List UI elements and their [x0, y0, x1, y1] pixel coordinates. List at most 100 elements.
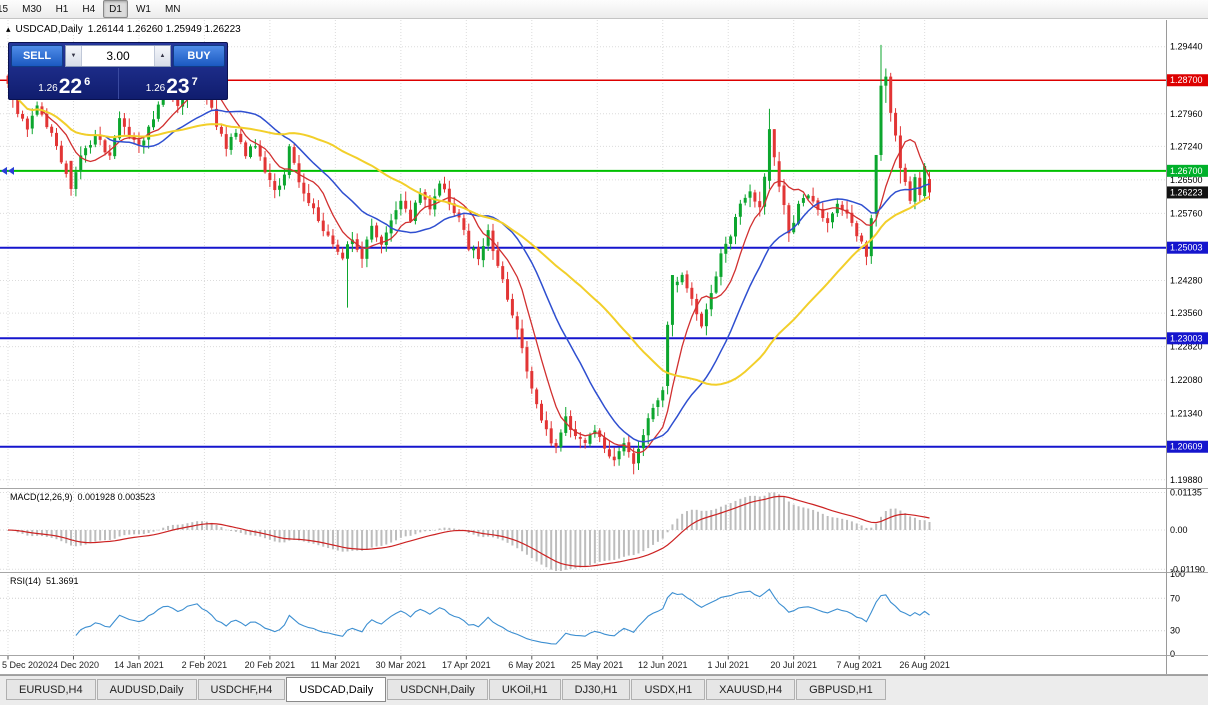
bid-price-pip: 6 — [84, 76, 91, 88]
chart-tab-usdcad-daily[interactable]: USDCAD,Daily — [286, 677, 387, 702]
macd-signal-line — [7, 495, 930, 568]
bid-price-prefix: 1.26 — [38, 83, 58, 94]
chart-tab-xauusd-h4[interactable]: XAUUSD,H4 — [706, 679, 796, 700]
price-level-label — [1167, 164, 1208, 177]
chart-ohlc-values: 1.26144 1.26260 1.25949 1.26223 — [87, 24, 241, 35]
svg-text:1.28700: 1.28700 — [1170, 75, 1203, 85]
svg-text:1.27960: 1.27960 — [1170, 109, 1203, 119]
sell-button[interactable]: SELL — [11, 45, 63, 67]
svg-text:30: 30 — [1170, 626, 1180, 636]
rsi-name: RSI(14) — [10, 576, 42, 586]
one-click-trading-panel: SELL ▼ 3.00 ▲ BUY 1.26 22 6 1.26 23 7 — [8, 42, 228, 100]
macd-pane — [7, 492, 931, 571]
timeframe-button-15[interactable]: 15 — [0, 3, 9, 15]
grid-lines — [0, 20, 1166, 655]
svg-text:1.27240: 1.27240 — [1170, 141, 1203, 151]
svg-text:1.25760: 1.25760 — [1170, 208, 1203, 218]
svg-text:24 Dec 2020: 24 Dec 2020 — [48, 660, 99, 670]
svg-text:0: 0 — [1170, 649, 1175, 659]
svg-text:1.19880: 1.19880 — [1170, 475, 1203, 485]
volume-value[interactable]: 3.00 — [106, 49, 130, 63]
chart-symbol-label: USDCAD,Daily — [15, 24, 83, 35]
bid-price-button[interactable]: 1.26 22 6 — [11, 68, 119, 99]
price-level-label — [1167, 332, 1208, 345]
timeframe-toolbar: 15 M30 H1 H4 D1 W1 MN — [0, 0, 1208, 19]
chart-title: ▴ USDCAD,Daily 1.26144 1.26260 1.25949 1… — [6, 24, 241, 35]
rsi-value: 51.3691 — [46, 576, 79, 586]
rsi-line — [75, 588, 930, 645]
svg-text:1.26500: 1.26500 — [1170, 175, 1203, 185]
svg-text:2 Feb 2021: 2 Feb 2021 — [182, 660, 228, 670]
chart-canvas[interactable]: 1.29440 1.27960 1.27240 1.26500 1.25760 1.242… — [0, 0, 1208, 675]
ask-price-pip: 7 — [191, 76, 198, 88]
price-axis: 1.29440 1.27960 1.27240 1.26500 1.25760 1.242… — [1167, 42, 1208, 659]
svg-text:25 May 2021: 25 May 2021 — [571, 660, 623, 670]
timeframe-button-h1[interactable]: H1 — [55, 3, 69, 15]
chart-tab-ukoil-h1[interactable]: UKOil,H1 — [488, 679, 561, 700]
rsi-indicator-label: RSI(14) 51.3691 — [10, 576, 79, 586]
svg-text:7 Aug 2021: 7 Aug 2021 — [836, 660, 882, 670]
volume-field[interactable]: ▼ 3.00 ▲ — [65, 45, 171, 67]
price-level-label — [1167, 186, 1208, 199]
macd-name: MACD(12,26,9) — [10, 492, 73, 502]
svg-text:12 Jun 2021: 12 Jun 2021 — [638, 660, 688, 670]
svg-text:30 Mar 2021: 30 Mar 2021 — [376, 660, 427, 670]
svg-text:1.24280: 1.24280 — [1170, 275, 1203, 285]
trendline-handle-icon[interactable] — [8, 166, 14, 175]
bid-price-big: 22 — [58, 75, 83, 99]
chart-tab-usdcnh-daily[interactable]: USDCNH,Daily — [387, 679, 488, 700]
chart-tab-usdx-h1[interactable]: USDX,H1 — [631, 679, 706, 700]
rsi-pane — [75, 588, 930, 645]
chart-tab-audusd-daily[interactable]: AUDUSD,Daily — [96, 679, 197, 700]
svg-text:-0.01190: -0.01190 — [1170, 564, 1205, 574]
buy-button[interactable]: BUY — [173, 45, 225, 67]
svg-text:1.25003: 1.25003 — [1170, 243, 1203, 253]
chart-tab-usdchf-h4[interactable]: USDCHF,H4 — [197, 679, 286, 700]
svg-text:70: 70 — [1170, 593, 1180, 603]
svg-text:20 Feb 2021: 20 Feb 2021 — [245, 660, 296, 670]
svg-text:20 Jul 2021: 20 Jul 2021 — [770, 660, 817, 670]
timeframe-button-mn[interactable]: MN — [164, 3, 181, 15]
ask-price-big: 23 — [166, 75, 190, 99]
svg-text:100: 100 — [1170, 569, 1185, 579]
price-pane — [0, 44, 1166, 475]
svg-text:26 Aug 2021: 26 Aug 2021 — [899, 660, 950, 670]
time-axis: 5 Dec 2020 24 Dec 2020 14 Jan 2021 2 Feb 20… — [2, 655, 950, 670]
timeframe-button-h4[interactable]: H4 — [82, 3, 96, 15]
timeframe-button-m30[interactable]: M30 — [22, 3, 42, 15]
trendline-handle-icon[interactable] — [1, 166, 7, 175]
chart-tabs-bar: EURUSD,H4 AUDUSD,Daily USDCHF,H4 USDCAD,Dai… — [0, 675, 1208, 705]
svg-text:1.26700: 1.26700 — [1170, 166, 1203, 176]
candlesticks — [6, 44, 931, 475]
price-level-label — [1167, 74, 1208, 87]
macd-histogram — [7, 492, 931, 571]
timeframe-button-w1[interactable]: W1 — [135, 3, 151, 15]
svg-text:0.00: 0.00 — [1170, 525, 1188, 535]
svg-text:1.20609: 1.20609 — [1170, 442, 1203, 452]
svg-text:6 May 2021: 6 May 2021 — [508, 660, 555, 670]
svg-text:0.01135: 0.01135 — [1170, 488, 1202, 498]
chart-tab-gbpusd-h1[interactable]: GBPUSD,H1 — [796, 679, 886, 700]
svg-text:11 Mar 2021: 11 Mar 2021 — [310, 660, 360, 670]
one-click-collapse-icon[interactable]: ▴ — [6, 24, 11, 34]
price-level-label — [1167, 241, 1208, 254]
macd-indicator-label: MACD(12,26,9) 0.001928 0.003523 — [10, 492, 155, 502]
svg-text:1.22080: 1.22080 — [1170, 375, 1203, 385]
ma-line-21 — [7, 83, 930, 443]
svg-text:5 Dec 2020: 5 Dec 2020 — [2, 660, 48, 670]
svg-text:1.21340: 1.21340 — [1170, 409, 1203, 419]
ma-line-8 — [7, 83, 931, 454]
timeframe-button-d1[interactable]: D1 — [103, 0, 128, 18]
svg-text:1.23560: 1.23560 — [1170, 308, 1203, 318]
chart-tab-dj30-h1[interactable]: DJ30,H1 — [561, 679, 631, 700]
svg-text:1.29440: 1.29440 — [1170, 42, 1203, 52]
ma-line-45 — [7, 83, 930, 386]
svg-text:1.26223: 1.26223 — [1170, 187, 1203, 197]
volume-spin-up-icon[interactable]: ▲ — [154, 46, 170, 66]
chart-tab-eurusd-h4[interactable]: EURUSD,H4 — [6, 679, 96, 700]
volume-spin-down-icon[interactable]: ▼ — [66, 46, 82, 66]
price-level-label — [1167, 440, 1208, 453]
ask-price-button[interactable]: 1.26 23 7 — [119, 68, 226, 99]
ask-price-prefix: 1.26 — [145, 83, 166, 94]
